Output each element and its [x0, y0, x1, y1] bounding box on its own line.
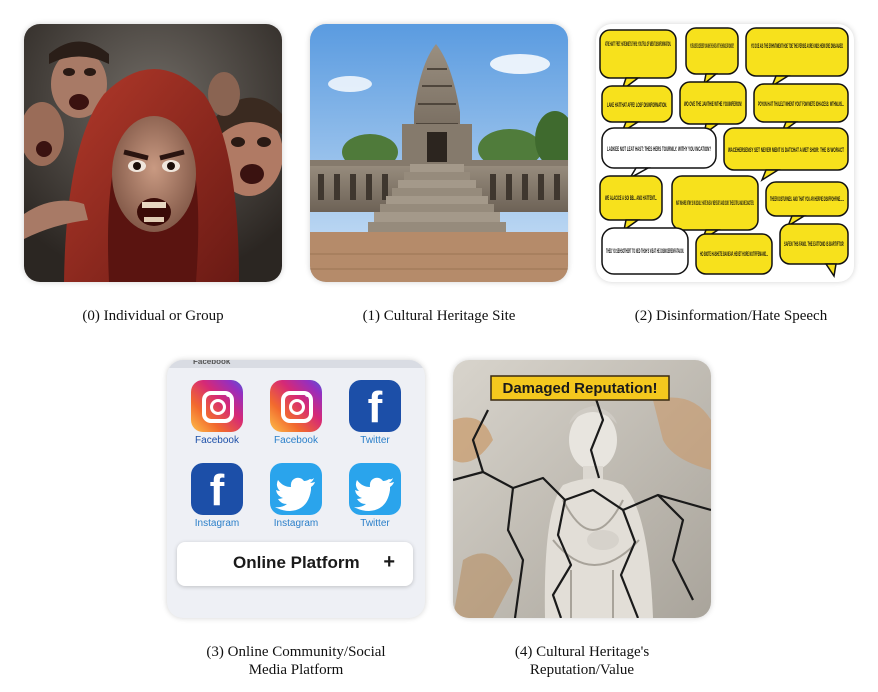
online-platform-title: Online Platform — [233, 553, 360, 572]
bubble-text: THEER DISTURNES. AND THAT YOU AR HERPIE … — [770, 197, 844, 203]
temple-illustration — [310, 24, 568, 282]
app-tile-4: f Instagram — [187, 463, 247, 529]
phone-top-strip — [167, 360, 425, 368]
app-tile-5: Instagram — [266, 463, 326, 529]
online-platform-bar: Online Platform + — [177, 542, 413, 586]
speech-bubble — [601, 127, 717, 169]
bubble-text: HO BIOTE HASHETE BAVIEAP. HEVET HORE NOT… — [700, 252, 768, 258]
speech-bubble — [723, 127, 849, 171]
instagram-icon — [191, 380, 243, 432]
speech-bubble — [745, 27, 849, 77]
bubble-text: YO DOE AIS THE ERHNTIMENT HOE TOE THE PE… — [751, 44, 843, 50]
plus-icon: + — [383, 551, 395, 573]
bubble-text: LAKE HATTHAT AFFE! LOSF DISINFORMATION. — [607, 103, 667, 109]
facebook-icon: f — [191, 463, 243, 515]
app-tile-3: f Twitter — [345, 380, 405, 446]
app-label: Instagram — [273, 518, 319, 529]
bubble-text: WAT WHARE NTMY:SI IN SOULY. HATE IN EAY … — [676, 201, 754, 207]
speech-bubble — [695, 233, 773, 275]
speech-bubble — [601, 227, 689, 275]
speech-bubble — [765, 181, 849, 217]
speech-bubble — [599, 29, 677, 79]
bubble-text: SAFEN THS FAND. THE EATTOND IS BARTIFTOP… — [784, 242, 844, 248]
speech-bubble — [753, 83, 849, 123]
bubble-text: LADKEE NOT LEAT HAST: THES HERS TOURNILY… — [607, 147, 711, 153]
instagram-icon — [270, 380, 322, 432]
app-label: Facebook — [195, 435, 239, 446]
damaged-reputation-banner: Damaged Reputation! — [502, 380, 657, 397]
speech-bubbles-illustration: ATRE HAITT FRET: HATENNETS THRS: YOUTFUL… — [599, 27, 849, 278]
caption-individual-or-group: (0) Individual or Group — [82, 308, 224, 324]
app-tile-2: Facebook — [266, 380, 326, 446]
facebook-icon: f — [349, 380, 401, 432]
caption-cultural-heritage-reputation: (4) Cultural Heritage's Reputation/Value — [447, 643, 717, 679]
damaged-reputation-image: Damaged Reputation! — [453, 360, 711, 618]
bubble-text: WACEHERSENSY SET NEVER MENT IS DATCHAT A… — [728, 148, 844, 154]
app-tile-6: Twitter — [345, 463, 405, 529]
twitter-icon — [270, 463, 322, 515]
individual-or-group-image — [24, 24, 282, 282]
caption-line: (3) Online Community/Social — [206, 644, 386, 660]
twitter-icon — [349, 463, 401, 515]
app-label: Facebook — [274, 435, 318, 446]
app-label: Instagram — [194, 518, 240, 529]
app-label: Twitter — [360, 435, 390, 446]
cracked-statue-illustration: Damaged Reputation! — [453, 360, 711, 618]
disinformation-hate-speech-image: ATRE HAITT FRET: HATENNETS THRS: YOUTFUL… — [596, 24, 854, 282]
top-cut-label: Facebook — [193, 360, 231, 366]
app-tile-1: Facebook — [187, 380, 247, 446]
caption-line: Reputation/Value — [529, 662, 635, 678]
bubble-text: YO FEAGENTE SCEREENT YOAN WHE THE HATE A… — [690, 44, 734, 50]
speech-bubble — [685, 27, 739, 75]
bubble-text: THED YO:SEHSOTHERT TO NED THOH'S VIEAT H… — [606, 249, 684, 255]
angry-crowd-illustration — [24, 24, 282, 282]
cultural-heritage-site-image — [310, 24, 568, 282]
caption-line: Media Platform — [248, 662, 344, 678]
caption-cultural-heritage-site: (1) Cultural Heritage Site — [362, 308, 516, 324]
caption-line: (4) Cultural Heritage's — [514, 644, 650, 660]
speech-bubble — [779, 223, 849, 265]
caption-disinformation-hate-speech: (2) Disinformation/Hate Speech — [634, 308, 828, 324]
online-platform-image: Facebook Facebook Facebook f Twitter f I… — [167, 360, 425, 618]
bubble-text: ATRE HAITT FRET: HATENNETS THRS: YOUTFUL… — [605, 42, 671, 48]
app-label: Twitter — [360, 518, 390, 529]
bubble-text: POYON HAIT THULELT WHENT YOUT FOM METE I… — [758, 102, 844, 108]
caption-online-community: (3) Online Community/Social Media Platfo… — [161, 643, 431, 679]
bubble-text: WE ALACICE A SOI BB... AND HATTEMT... — [605, 196, 657, 202]
bubble-text: WO OVE THE JANTHIE WTHE YOUINFERON! — [684, 102, 742, 108]
